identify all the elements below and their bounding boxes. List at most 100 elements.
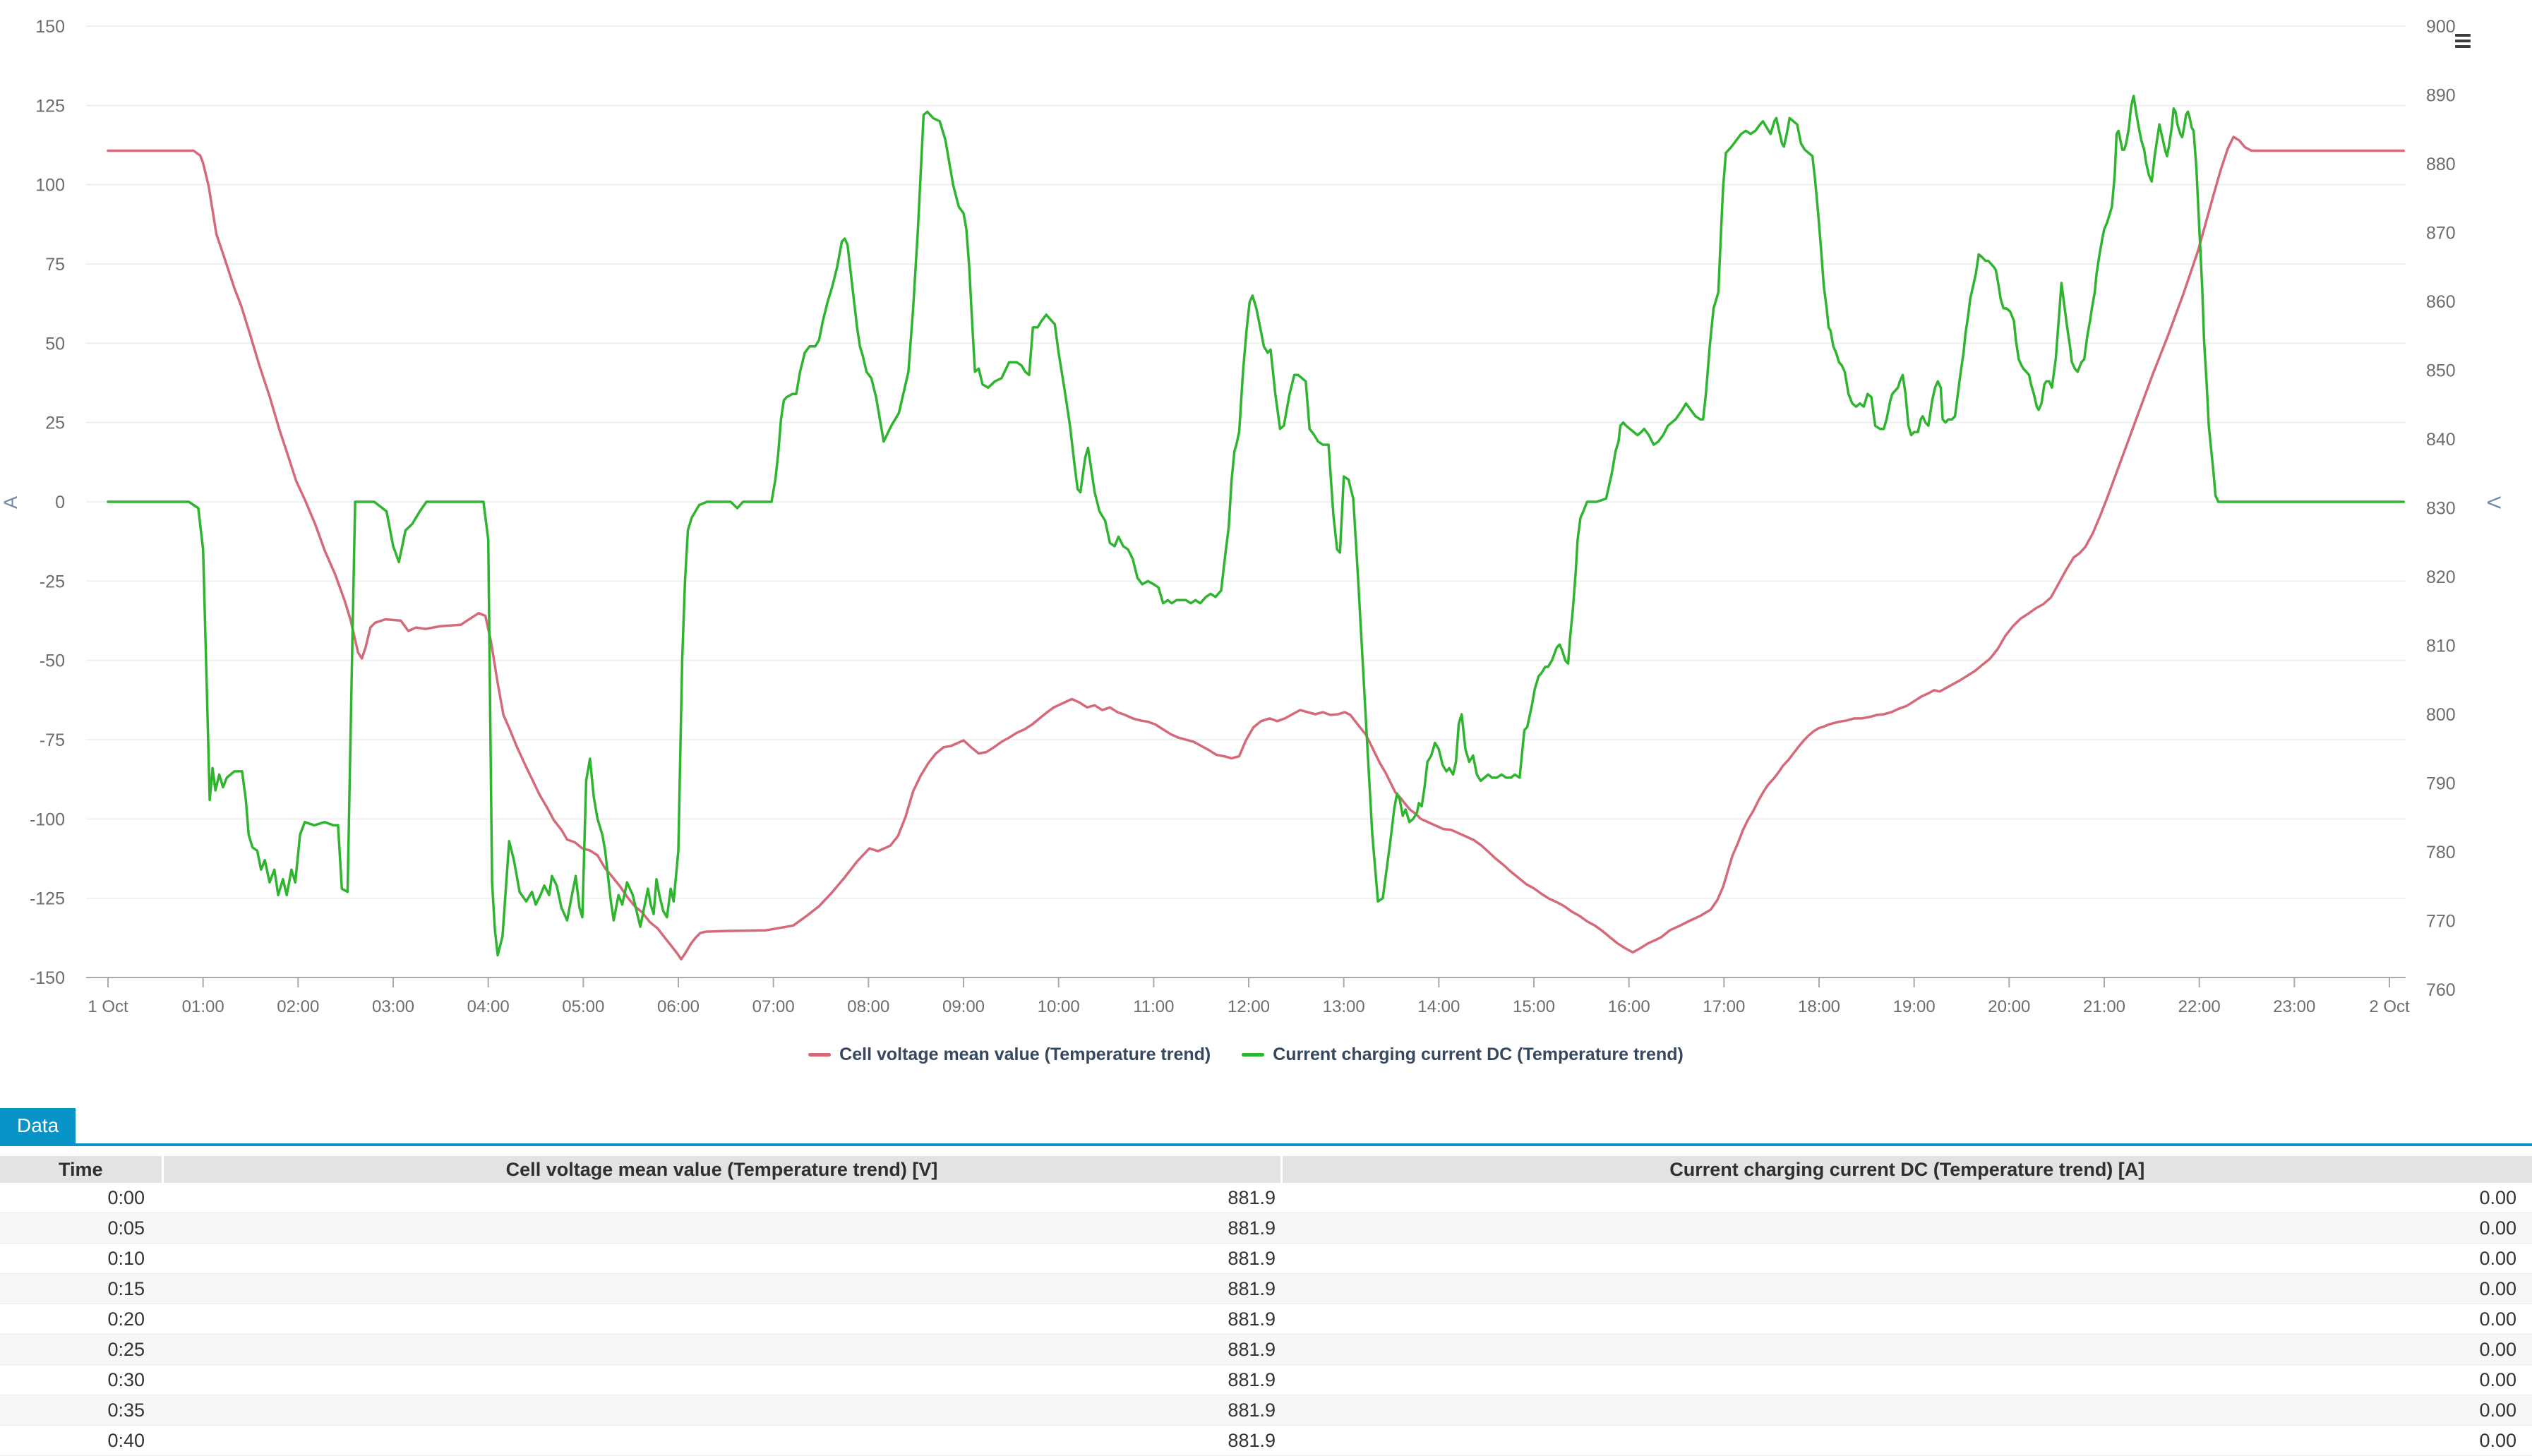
y-left-tick-label: 150 xyxy=(35,17,65,37)
table-header-row: Time Cell voltage mean value (Temperatur… xyxy=(0,1156,2532,1183)
x-tick-label: 01:00 xyxy=(182,997,224,1016)
legend-item-voltage[interactable]: Cell voltage mean value (Temperature tre… xyxy=(808,1045,1211,1065)
y-left-tick-label: 125 xyxy=(35,96,65,116)
cell-voltage: 881.9 xyxy=(1228,1247,1276,1269)
y-right-tick-label: 870 xyxy=(2426,224,2456,243)
table-row: 0:25 881.9 0.00 xyxy=(0,1334,2532,1365)
y-left-tick-label: -125 xyxy=(30,889,65,909)
y-right-tick-label: 780 xyxy=(2426,843,2456,862)
series-line-voltage[interactable] xyxy=(107,136,2405,961)
x-tick-label: 16:00 xyxy=(1608,997,1650,1016)
chart-menu-icon[interactable] xyxy=(2455,34,2473,48)
column-header-current[interactable]: Current charging current DC (Temperature… xyxy=(1280,1156,2532,1183)
cell-current: 0.00 xyxy=(2479,1277,2516,1299)
x-tick-label: 23:00 xyxy=(2273,997,2315,1016)
y-right-tick-label: 800 xyxy=(2426,705,2456,725)
series-line-current[interactable] xyxy=(107,95,2405,957)
cell-current: 0.00 xyxy=(2479,1247,2516,1269)
tab-data[interactable]: Data xyxy=(0,1108,76,1143)
cell-current: 0.00 xyxy=(2479,1338,2516,1360)
x-tick-label: 17:00 xyxy=(1703,997,1745,1016)
cell-voltage: 881.9 xyxy=(1228,1399,1276,1421)
x-tick-label: 13:00 xyxy=(1323,997,1365,1016)
column-header-time[interactable]: Time xyxy=(0,1156,162,1183)
cell-voltage: 881.9 xyxy=(1228,1429,1276,1451)
y-left-tick-label: -100 xyxy=(30,810,65,829)
legend-line-swatch xyxy=(1242,1052,1265,1057)
x-tick-label: 2 Oct xyxy=(2369,997,2410,1016)
table-row: 0:00 881.9 0.00 xyxy=(0,1183,2532,1213)
y-right-tick-label: 770 xyxy=(2426,912,2456,932)
cell-time: 0:25 xyxy=(107,1338,145,1360)
x-tick-label: 20:00 xyxy=(1988,997,2030,1016)
y-right-tick-label: 840 xyxy=(2426,430,2456,450)
cell-time: 0:05 xyxy=(107,1217,145,1239)
x-tick-label: 10:00 xyxy=(1038,997,1080,1016)
cell-time: 0:20 xyxy=(107,1308,145,1330)
cell-time: 0:35 xyxy=(107,1399,145,1421)
y-right-tick-label: 900 xyxy=(2426,17,2456,37)
y-left-axis-title: A xyxy=(0,496,21,509)
cell-time: 0:00 xyxy=(107,1186,145,1208)
cell-current: 0.00 xyxy=(2479,1186,2516,1208)
y-right-tick-label: 880 xyxy=(2426,155,2456,174)
menu-bar xyxy=(2455,40,2471,42)
menu-bar xyxy=(2455,45,2471,48)
x-tick-label: 22:00 xyxy=(2178,997,2221,1016)
y-left-tick-label: 100 xyxy=(35,176,65,195)
cell-current: 0.00 xyxy=(2479,1429,2516,1451)
x-tick-label: 09:00 xyxy=(942,997,985,1016)
y-left-tick-label: 0 xyxy=(55,493,65,512)
table-row: 0:05 881.9 0.00 xyxy=(0,1213,2532,1244)
y-left-tick-label: 50 xyxy=(45,334,65,354)
cell-voltage: 881.9 xyxy=(1228,1368,1276,1390)
x-tick-label: 18:00 xyxy=(1798,997,1840,1016)
y-right-tick-label: 790 xyxy=(2426,774,2456,794)
y-left-tick-label: 75 xyxy=(45,255,65,275)
table-row: 0:35 881.9 0.00 xyxy=(0,1395,2532,1426)
x-tick-label: 04:00 xyxy=(467,997,510,1016)
y-right-axis-title: V xyxy=(2483,496,2504,509)
tab-underline xyxy=(0,1143,2532,1146)
cell-current: 0.00 xyxy=(2479,1308,2516,1330)
cell-current: 0.00 xyxy=(2479,1217,2516,1239)
y-left-tick-label: -75 xyxy=(40,730,65,750)
chart-legend: Cell voltage mean value (Temperature tre… xyxy=(86,1038,2406,1071)
x-tick-label: 02:00 xyxy=(277,997,319,1016)
x-tick-label: 07:00 xyxy=(752,997,795,1016)
y-right-tick-label: 760 xyxy=(2426,980,2456,1000)
cell-time: 0:30 xyxy=(107,1368,145,1390)
y-right-tick-label: 820 xyxy=(2426,567,2456,587)
data-table: Time Cell voltage mean value (Temperatur… xyxy=(0,1156,2532,1456)
y-left-tick-label: 25 xyxy=(45,414,65,433)
x-tick-label: 14:00 xyxy=(1417,997,1460,1016)
cell-time: 0:10 xyxy=(107,1247,145,1269)
menu-bar xyxy=(2455,34,2471,37)
tab-data-label: Data xyxy=(17,1114,59,1136)
y-left-tick-label: -25 xyxy=(40,572,65,591)
x-tick-label: 05:00 xyxy=(562,997,604,1016)
column-header-voltage[interactable]: Cell voltage mean value (Temperature tre… xyxy=(161,1156,1281,1183)
x-tick-label: 11:00 xyxy=(1133,997,1174,1016)
legend-label: Current charging current DC (Temperature… xyxy=(1273,1044,1684,1064)
x-tick-label: 19:00 xyxy=(1893,997,1936,1016)
cell-voltage: 881.9 xyxy=(1228,1186,1276,1208)
legend-item-current[interactable]: Current charging current DC (Temperature… xyxy=(1242,1045,1684,1065)
x-tick-label: 03:00 xyxy=(372,997,414,1016)
x-tick-label: 12:00 xyxy=(1228,997,1270,1016)
y-right-tick-label: 850 xyxy=(2426,361,2456,381)
trend-chart-panel: 150 125 100 75 50 25 0 -25 -50 -75 -100 -125 -150 900… xyxy=(0,0,2532,1087)
cell-voltage: 881.9 xyxy=(1228,1308,1276,1330)
x-tick-label: 21:00 xyxy=(2083,997,2125,1016)
table-row: 0:20 881.9 0.00 xyxy=(0,1304,2532,1335)
chart-canvas[interactable]: 150 125 100 75 50 25 0 -25 -50 -75 -100 -125 -150 900… xyxy=(0,0,2532,1087)
y-right-tick-label: 890 xyxy=(2426,86,2456,106)
table-row: 0:30 881.9 0.00 xyxy=(0,1364,2532,1395)
y-right-tick-label: 830 xyxy=(2426,499,2456,519)
x-tick-label: 1 Oct xyxy=(88,997,128,1016)
table-row: 0:15 881.9 0.00 xyxy=(0,1273,2532,1304)
gridlines xyxy=(86,25,2406,987)
cell-time: 0:40 xyxy=(107,1429,145,1451)
cell-voltage: 881.9 xyxy=(1228,1338,1276,1360)
cell-voltage: 881.9 xyxy=(1228,1277,1276,1299)
